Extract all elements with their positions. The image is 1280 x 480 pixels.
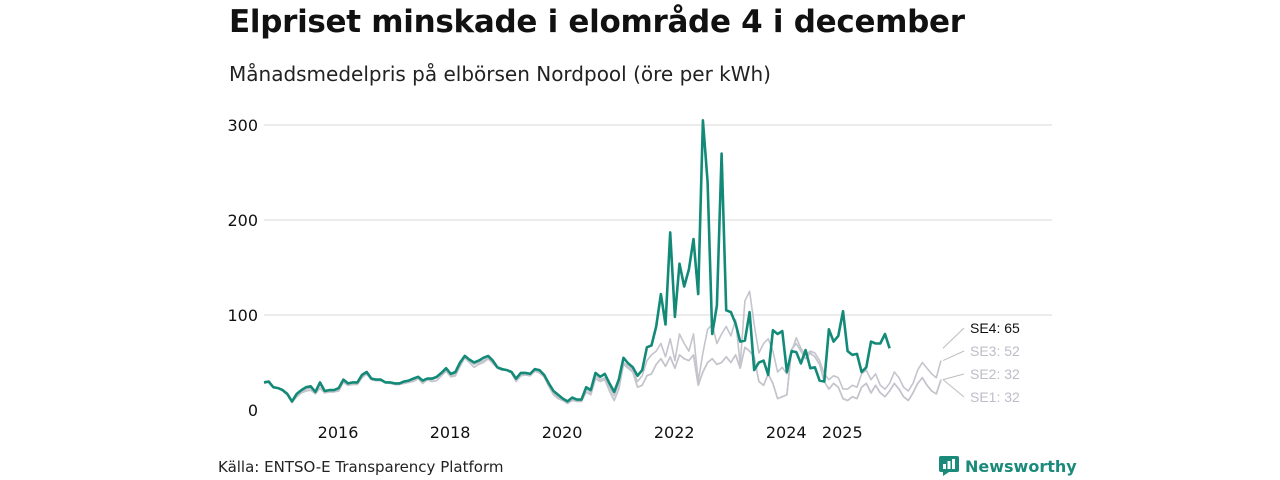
chart-title: Elpriset minskade i elområde 4 i decembe… (229, 4, 965, 40)
series-lines (263, 119, 942, 405)
end-label-se3: SE3: 52 (970, 343, 1020, 359)
gridlines (264, 124, 1052, 316)
end-label-se4: SE4: 65 (970, 320, 1020, 336)
leader-line-se2 (942, 373, 965, 381)
x-tick-label: 2022 (654, 423, 695, 442)
leader-line-se1 (942, 379, 965, 398)
newsworthy-icon (939, 456, 959, 476)
series-line-se4 (263, 119, 891, 403)
x-tick-label: 2024 (766, 423, 807, 442)
end-label-se1: SE1: 32 (970, 389, 1020, 405)
source-note: Källa: ENTSO-E Transparency Platform (218, 458, 504, 476)
y-tick-label: 100 (227, 306, 258, 325)
leader-line-se4 (942, 327, 965, 349)
y-tick-label: 0 (248, 401, 258, 420)
x-tick-label: 2020 (542, 423, 583, 442)
x-tick-label: 2025 (822, 423, 863, 442)
y-tick-label: 200 (227, 211, 258, 230)
brand-logo[interactable]: Newsworthy (939, 456, 1077, 476)
y-axis-ticks: 0 100 200 300 (227, 116, 258, 420)
x-tick-label: 2018 (430, 423, 471, 442)
end-labels: SE4: 65 SE3: 52 SE2: 32 SE1: 32 (942, 320, 1020, 405)
x-tick-label: 2016 (318, 423, 359, 442)
series-line-se3 (263, 290, 942, 404)
brand-name: Newsworthy (965, 456, 1077, 476)
x-axis-ticks: 2016 2018 2020 2022 2024 2025 (318, 423, 863, 442)
leader-line-se3 (942, 350, 965, 362)
y-tick-label: 300 (227, 116, 258, 135)
end-label-se2: SE2: 32 (970, 366, 1020, 382)
chart-subtitle: Månadsmedelpris på elbörsen Nordpool (ör… (229, 62, 771, 86)
